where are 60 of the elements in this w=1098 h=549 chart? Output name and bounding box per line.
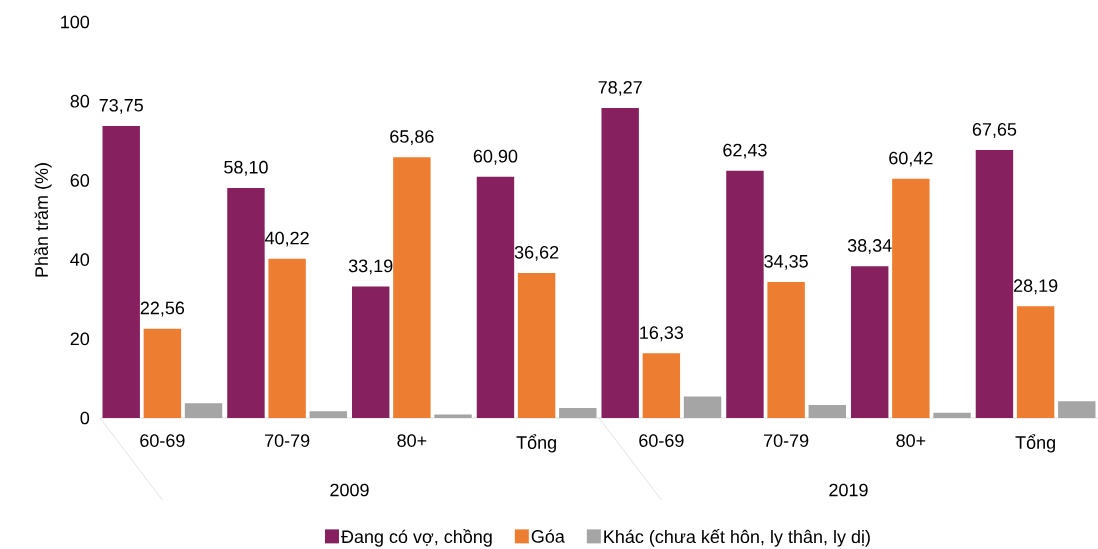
data-label: 60,90 <box>473 149 518 165</box>
x-tick-label: 80+ <box>896 434 926 447</box>
y-axis-title: Phần trăm (%) <box>34 163 52 277</box>
data-label: 58,10 <box>224 160 268 176</box>
x-tick-label: Tổng <box>1015 434 1055 453</box>
x-tick-label: Tổng <box>516 434 556 453</box>
data-label: 34,35 <box>764 254 808 270</box>
legend-label: Đang có vợ, chồng <box>341 529 492 547</box>
bar <box>434 414 472 418</box>
data-label: 33,19 <box>348 259 393 275</box>
data-label: 60,42 <box>889 151 933 167</box>
data-label: 28,19 <box>1013 279 1058 295</box>
bar <box>933 412 971 418</box>
data-label: 16,33 <box>640 326 684 342</box>
bar <box>601 108 639 418</box>
y-tick-label: 20 <box>70 332 90 346</box>
x-tick-label: 60-69 <box>140 434 185 447</box>
y-tick-label: 40 <box>70 253 90 266</box>
text: 2019 <box>829 483 868 497</box>
bar <box>268 258 306 418</box>
bar <box>184 403 223 418</box>
data-label: 62,43 <box>723 143 767 159</box>
bar <box>476 176 515 418</box>
bar <box>517 272 556 418</box>
data-label: 36,62 <box>514 245 559 261</box>
data-label: 67,65 <box>972 123 1017 138</box>
bar <box>102 125 140 418</box>
bar <box>767 281 805 418</box>
bar <box>393 157 431 418</box>
bar <box>559 408 597 418</box>
y-tick-label: 100 <box>61 15 90 29</box>
data-label: 38,34 <box>847 239 892 254</box>
data-label: 73,75 <box>99 98 143 114</box>
text: 2009 <box>330 483 369 497</box>
x-tick-label: 70-79 <box>265 434 310 447</box>
data-label: 40,22 <box>265 231 309 247</box>
y-tick-label: 80 <box>70 94 90 108</box>
bar <box>892 178 930 418</box>
data-label: 22,56 <box>140 301 185 317</box>
bar <box>227 187 265 418</box>
y-tick-label: 60 <box>70 174 90 187</box>
bar <box>143 328 182 418</box>
bar <box>726 170 764 418</box>
y-tick-label: 0 <box>80 411 90 425</box>
bar <box>309 411 347 418</box>
data-label: 78,27 <box>598 80 642 96</box>
bar <box>975 150 1014 418</box>
bar <box>850 266 889 418</box>
bar <box>351 286 390 418</box>
legend-label: Khác (chưa kết hôn, ly thân, ly dị) <box>604 529 870 547</box>
bar <box>1058 401 1096 418</box>
bar <box>642 353 681 418</box>
x-tick-label: 60-69 <box>639 434 684 447</box>
data-label: 65,86 <box>390 130 434 145</box>
bar <box>1016 306 1055 418</box>
bar <box>808 404 846 418</box>
x-tick-label: 80+ <box>397 434 427 447</box>
bar <box>683 396 722 418</box>
x-tick-label: 70-79 <box>764 434 809 447</box>
legend-label: Góa <box>531 529 565 543</box>
